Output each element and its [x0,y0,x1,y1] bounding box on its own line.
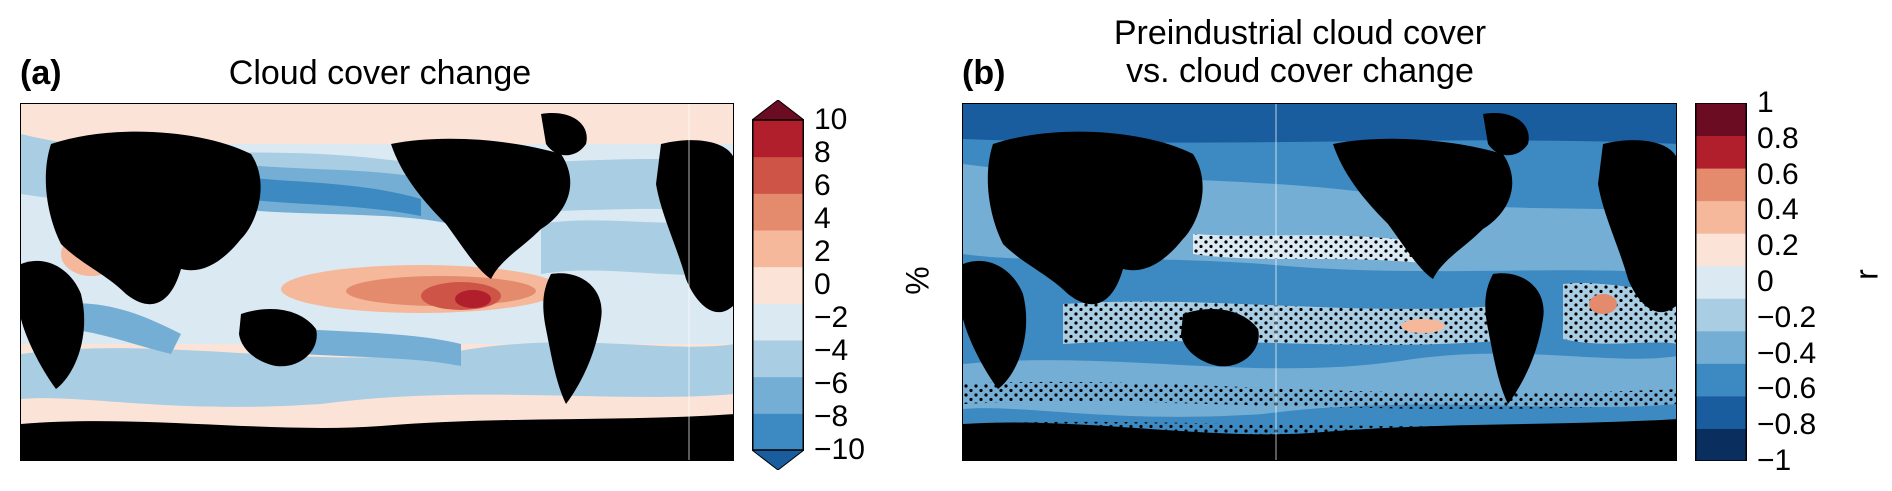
panel-b-label: (b) [962,54,1006,92]
panel-b-colorbar-unit: r [1848,269,1885,280]
colorbar-tick-label: −8 [814,400,849,433]
colorbar-tick-label: 0.2 [1757,229,1799,263]
panel-a-title: Cloud cover change [228,54,532,92]
colorbar-extend-min [750,449,806,471]
colorbar-tick-label: −4 [814,334,849,367]
colorbar-frame [752,119,804,451]
panel-a-colorbar-svg [750,99,806,471]
colorbar-segment [1695,200,1747,234]
colorbar-segment [1695,428,1747,462]
panel-b-title-line2: vs. cloud cover change [1126,52,1474,90]
colorbar-segment [1695,298,1747,332]
colorbar-tick-label: 1 [1757,86,1774,119]
colorbar-tick-label: −6 [814,367,849,400]
panel-b-map-svg [963,104,1676,460]
colorbar-segment [752,230,804,268]
colorbar-segment [1695,265,1747,299]
panel-b-colorbar-svg [1695,102,1747,462]
colorbar-segment [1695,135,1747,169]
panel-a-map-svg [21,104,733,460]
colorbar-tick-label: −10 [814,433,865,466]
colorbar-segment [1695,330,1747,364]
colorbar-segment [1695,363,1747,397]
colorbar-tick-label: 0.8 [1757,121,1799,155]
panel-b-title: Preindustrial cloud cover vs. cloud cove… [1090,14,1510,90]
panel-a-colorbar [750,99,806,471]
colorbar-segment [752,376,804,414]
panel-b-colorbar [1695,102,1747,462]
colorbar-tick-label: 0.4 [1757,193,1799,227]
colorbar-segment [1695,168,1747,202]
colorbar-tick-label: −0.4 [1757,336,1817,370]
colorbar-segment [1695,395,1747,429]
colorbar-segment [752,120,804,158]
colorbar-extend-max [750,99,806,121]
panel-a-colorbar-unit: % [899,266,936,295]
colorbar-segment [752,156,804,194]
colorbar-segment [752,340,804,378]
colorbar-segment [752,413,804,451]
colorbar-segment [1695,233,1747,267]
panel-a-label: (a) [20,54,62,92]
colorbar-tick-label: 0 [814,268,831,301]
colorbar-tick-label: 10 [814,103,848,136]
colorbar-tick-label: −0.2 [1757,300,1817,334]
colorbar-segment [752,266,804,304]
colorbar-segment [752,193,804,231]
colorbar-tick-label: 4 [814,202,831,235]
panel-a-map [20,103,734,461]
colorbar-segment [752,303,804,341]
colorbar-tick-label: 0 [1757,265,1774,298]
colorbar-tick-label: −0.8 [1757,408,1817,442]
colorbar-tick-label: 2 [814,235,831,268]
colorbar-tick-label: −0.6 [1757,372,1817,406]
colorbar-tick-label: −2 [814,301,849,334]
panel-b-title-line1: Preindustrial cloud cover [1113,14,1487,52]
colorbar-segment [1695,103,1747,137]
colorbar-tick-label: 0.6 [1757,157,1799,191]
colorbar-tick-label: −1 [1757,444,1792,477]
panel-b-map [962,103,1677,461]
colorbar-tick-label: 8 [814,136,831,169]
colorbar-tick-label: 6 [814,169,831,202]
